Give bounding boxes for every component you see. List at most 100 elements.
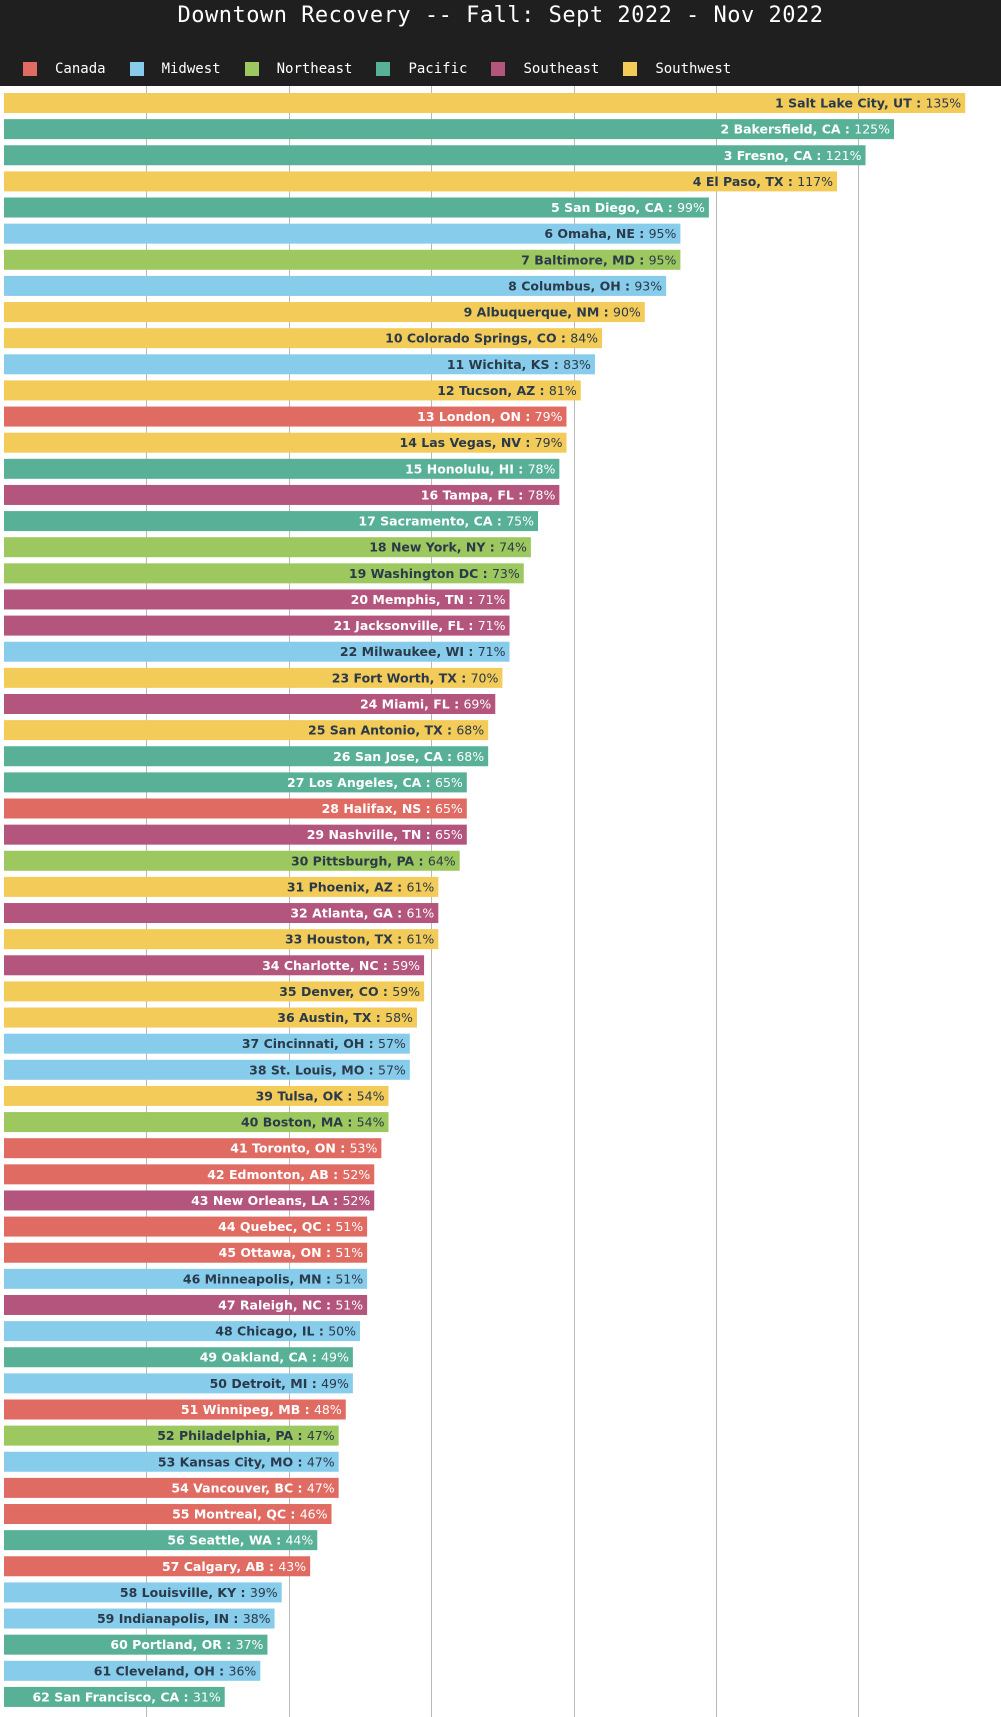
bar-53[interactable] bbox=[4, 1451, 339, 1472]
bar-18[interactable] bbox=[4, 537, 531, 558]
bar-45[interactable] bbox=[4, 1242, 368, 1263]
bar-25[interactable] bbox=[4, 720, 489, 741]
bar-3[interactable] bbox=[4, 145, 866, 166]
bar-label-15: 15 Honolulu, HI : 78% bbox=[405, 461, 555, 476]
bar-10[interactable] bbox=[4, 328, 603, 349]
bar-value-label: 57% bbox=[378, 1036, 406, 1051]
legend-label: Southwest bbox=[655, 61, 732, 77]
bar-15[interactable] bbox=[4, 458, 560, 479]
bar-4[interactable] bbox=[4, 171, 838, 192]
bar-5[interactable] bbox=[4, 197, 709, 218]
bar-city-label: 61 Cleveland, OH : bbox=[94, 1663, 229, 1678]
bar-value-label: 51% bbox=[335, 1245, 363, 1260]
bar-11[interactable] bbox=[4, 354, 595, 375]
bar-city-label: 20 Memphis, TN : bbox=[351, 592, 478, 607]
bar-54[interactable] bbox=[4, 1477, 339, 1498]
bar-49[interactable] bbox=[4, 1347, 353, 1368]
bar-label-48: 48 Chicago, IL : 50% bbox=[215, 1324, 356, 1339]
bar-value-label: 49% bbox=[321, 1350, 349, 1365]
bar-label-30: 30 Pittsburgh, PA : 64% bbox=[291, 853, 456, 868]
bar-20[interactable] bbox=[4, 589, 510, 610]
bar-55[interactable] bbox=[4, 1504, 332, 1525]
legend-item-southeast[interactable]: Southeast bbox=[491, 61, 599, 77]
bar-60[interactable] bbox=[4, 1634, 268, 1655]
bar-13[interactable] bbox=[4, 406, 567, 427]
bar-37[interactable] bbox=[4, 1033, 410, 1054]
bar-8[interactable] bbox=[4, 275, 667, 296]
bar-16[interactable] bbox=[4, 484, 560, 505]
bar-label-21: 21 Jacksonville, FL : 71% bbox=[333, 618, 505, 633]
bar-27[interactable] bbox=[4, 772, 467, 793]
bar-city-label: 34 Charlotte, NC : bbox=[262, 958, 392, 973]
bar-value-label: 38% bbox=[243, 1611, 271, 1626]
legend-item-northeast[interactable]: Northeast bbox=[244, 61, 352, 77]
bar-city-label: 5 San Diego, CA : bbox=[551, 200, 677, 215]
bar-38[interactable] bbox=[4, 1059, 410, 1080]
legend-item-southwest[interactable]: Southwest bbox=[623, 61, 731, 77]
legend-swatch bbox=[376, 62, 391, 76]
bar-52[interactable] bbox=[4, 1425, 339, 1446]
bar-value-label: 81% bbox=[549, 383, 577, 398]
bar-47[interactable] bbox=[4, 1294, 368, 1315]
bar-label-60: 60 Portland, OR : 37% bbox=[110, 1637, 263, 1652]
bar-40[interactable] bbox=[4, 1112, 389, 1133]
bar-value-label: 74% bbox=[499, 540, 527, 555]
bar-24[interactable] bbox=[4, 693, 496, 714]
bar-17[interactable] bbox=[4, 511, 538, 532]
bar-33[interactable] bbox=[4, 929, 439, 950]
bar-41[interactable] bbox=[4, 1138, 382, 1159]
bar-57[interactable] bbox=[4, 1556, 311, 1577]
bar-30[interactable] bbox=[4, 850, 460, 871]
bar-value-label: 70% bbox=[471, 670, 499, 685]
bar-city-label: 41 Toronto, ON : bbox=[230, 1141, 349, 1156]
bar-label-32: 32 Atlanta, GA : 61% bbox=[290, 906, 434, 921]
legend-item-canada[interactable]: Canada bbox=[23, 61, 106, 77]
bar-42[interactable] bbox=[4, 1164, 375, 1185]
bar-51[interactable] bbox=[4, 1399, 346, 1420]
legend-item-pacific[interactable]: Pacific bbox=[376, 61, 467, 77]
bar-48[interactable] bbox=[4, 1321, 360, 1342]
bar-36[interactable] bbox=[4, 1007, 417, 1028]
bar-34[interactable] bbox=[4, 955, 425, 976]
bar-32[interactable] bbox=[4, 903, 439, 924]
bar-39[interactable] bbox=[4, 1085, 389, 1106]
bar-label-39: 39 Tulsa, OK : 54% bbox=[256, 1088, 385, 1103]
bar-value-label: 95% bbox=[649, 226, 677, 241]
bar-59[interactable] bbox=[4, 1608, 275, 1629]
bar-6[interactable] bbox=[4, 223, 681, 244]
bar-value-label: 99% bbox=[677, 200, 705, 215]
bar-22[interactable] bbox=[4, 641, 510, 662]
bar-29[interactable] bbox=[4, 824, 467, 845]
legend-item-midwest[interactable]: Midwest bbox=[129, 61, 221, 77]
bar-1[interactable] bbox=[4, 93, 966, 113]
bar-43[interactable] bbox=[4, 1190, 375, 1211]
bar-9[interactable] bbox=[4, 302, 645, 323]
bar-58[interactable] bbox=[4, 1582, 282, 1603]
bar-31[interactable] bbox=[4, 876, 439, 897]
bar-56[interactable] bbox=[4, 1530, 318, 1551]
bar-28[interactable] bbox=[4, 798, 467, 819]
bar-city-label: 32 Atlanta, GA : bbox=[290, 906, 406, 921]
bar-value-label: 54% bbox=[357, 1088, 385, 1103]
bar-chart: 1 Salt Lake City, UT : 135% 2 Bakersfield… bbox=[4, 86, 966, 1717]
bar-46[interactable] bbox=[4, 1268, 368, 1289]
bar-19[interactable] bbox=[4, 563, 524, 584]
bar-14[interactable] bbox=[4, 432, 567, 453]
bar-2[interactable] bbox=[4, 119, 894, 140]
bar-26[interactable] bbox=[4, 746, 489, 767]
bar-44[interactable] bbox=[4, 1216, 368, 1237]
bar-7[interactable] bbox=[4, 249, 681, 270]
bar-62[interactable] bbox=[4, 1686, 225, 1707]
bar-12[interactable] bbox=[4, 380, 581, 401]
bar-21[interactable] bbox=[4, 615, 510, 636]
bar-61[interactable] bbox=[4, 1660, 261, 1681]
bar-value-label: 65% bbox=[435, 775, 463, 790]
bar-value-label: 69% bbox=[463, 696, 491, 711]
bar-35[interactable] bbox=[4, 981, 425, 1002]
bar-50[interactable] bbox=[4, 1373, 353, 1394]
bar-label-40: 40 Boston, MA : 54% bbox=[241, 1115, 385, 1130]
bar-23[interactable] bbox=[4, 667, 503, 688]
bar-label-35: 35 Denver, CO : 59% bbox=[279, 984, 420, 999]
bar-value-label: 57% bbox=[378, 1062, 406, 1077]
bar-label-7: 7 Baltimore, MD : 95% bbox=[521, 252, 676, 267]
